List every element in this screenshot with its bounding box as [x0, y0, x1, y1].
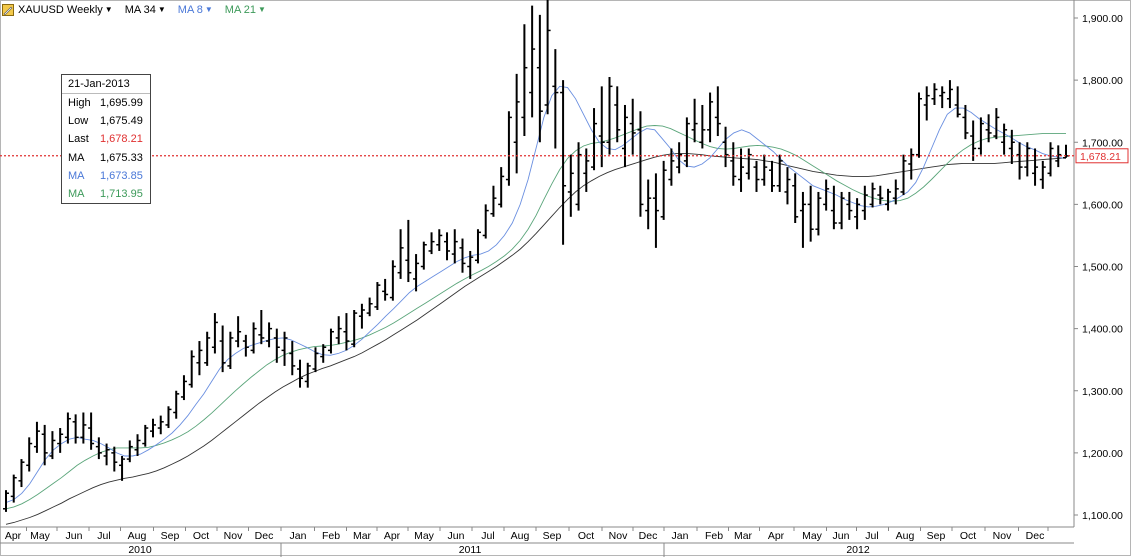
ma8-label: MA 8 [177, 4, 203, 16]
x-month-label: Aug [511, 530, 530, 542]
x-month-label: Jun [448, 530, 465, 542]
x-month-label: Sep [161, 530, 180, 542]
tooltip-label: Low [68, 115, 89, 128]
x-month-label: Apr [5, 530, 22, 542]
x-month-label: Apr [384, 530, 401, 542]
x-month-label: Jul [481, 530, 494, 542]
x-month-label: Mar [734, 530, 753, 542]
x-month-label: Feb [322, 530, 340, 542]
x-month-label: Nov [993, 530, 1012, 542]
x-month-label: Dec [1026, 530, 1045, 542]
x-month-label: Mar [353, 530, 372, 542]
tooltip-value: 1,695.99 [100, 97, 143, 109]
caret-down-icon: ▼ [104, 5, 113, 14]
x-month-label: Feb [705, 530, 723, 542]
last-price-label: 1,678.21 [1080, 151, 1121, 163]
tooltip-label: MA [68, 169, 85, 182]
data-tooltip: 21-Jan-2013 High 1,695.99 Low 1,675.49 L… [61, 74, 151, 205]
caret-down-icon: ▼ [204, 5, 213, 14]
x-month-label: Dec [255, 530, 274, 542]
chart-toolbar: XAUUSD Weekly ▼ MA 34 ▼ MA 8 ▼ MA 21 ▼ [2, 2, 266, 18]
y-tick-label: 1,800.00 [1082, 75, 1123, 87]
caret-down-icon: ▼ [257, 5, 266, 14]
ma34-dropdown[interactable]: MA 34 ▼ [125, 4, 166, 16]
x-year-label: 2011 [459, 544, 482, 556]
x-month-label: Dec [639, 530, 658, 542]
symbol-dropdown[interactable]: XAUUSD Weekly ▼ [2, 4, 113, 16]
x-month-label: May [414, 530, 435, 542]
tooltip-row-ma34: MA 1,675.33 [62, 149, 150, 167]
y-tick-label: 1,300.00 [1082, 386, 1123, 398]
x-month-label: Aug [896, 530, 915, 542]
x-month-label: Jul [97, 530, 110, 542]
x-month-label: Apr [768, 530, 785, 542]
tooltip-row-high: High 1,695.99 [62, 94, 150, 112]
ma34-line [5, 152, 1067, 525]
x-month-label: Nov [224, 530, 243, 542]
ma34-label: MA 34 [124, 4, 156, 16]
symbol-label: XAUUSD Weekly [18, 4, 103, 16]
y-tick-label: 1,100.00 [1082, 510, 1123, 522]
x-month-label: May [30, 530, 51, 542]
tooltip-row-ma21: MA 1,713.95 [62, 185, 150, 203]
tooltip-value: 1,675.49 [100, 115, 143, 128]
y-tick-label: 1,400.00 [1082, 324, 1123, 336]
pencil-chart-icon [2, 4, 14, 16]
x-month-label: Nov [609, 530, 628, 542]
x-year-label: 2012 [846, 544, 870, 556]
tooltip-value: 1,713.95 [100, 187, 143, 200]
x-month-label: Sep [543, 530, 562, 542]
last-price-badge [1075, 148, 1129, 164]
y-tick-label: 1,200.00 [1082, 448, 1123, 460]
tooltip-label: High [68, 97, 91, 109]
ma8-dropdown[interactable]: MA 8 ▼ [178, 4, 213, 16]
ma8-line [5, 85, 1067, 504]
x-month-label: Oct [578, 530, 594, 542]
tooltip-label: MA [68, 187, 85, 200]
x-month-label: Oct [193, 530, 209, 542]
tooltip-value: 1,678.21 [100, 133, 143, 146]
x-month-label: Sep [927, 530, 946, 542]
x-month-label: Jan [290, 530, 307, 542]
tooltip-value: 1,675.33 [100, 151, 143, 164]
x-month-label: Jan [672, 530, 689, 542]
tooltip-row-last: Last 1,678.21 [62, 130, 150, 148]
y-tick-label: 1,600.00 [1082, 199, 1123, 211]
tooltip-date: 21-Jan-2013 [62, 75, 150, 94]
ma21-label: MA 21 [224, 4, 256, 16]
caret-down-icon: ▼ [157, 5, 166, 14]
x-month-label: Jul [865, 530, 878, 542]
y-tick-label: 1,500.00 [1082, 262, 1123, 274]
tooltip-row-ma8: MA 1,673.85 [62, 167, 150, 185]
y-tick-label: 1,900.00 [1082, 13, 1123, 25]
x-month-label: Oct [960, 530, 976, 542]
x-year-label: 2010 [128, 544, 152, 556]
tooltip-value: 1,673.85 [100, 169, 143, 182]
x-month-label: May [802, 530, 823, 542]
tooltip-row-low: Low 1,675.49 [62, 112, 150, 130]
ma21-line [5, 125, 1066, 510]
tooltip-label: Last [68, 133, 89, 146]
x-month-label: Aug [128, 530, 147, 542]
tooltip-label: MA [68, 151, 85, 164]
ma21-dropdown[interactable]: MA 21 ▼ [225, 4, 266, 16]
x-month-label: Jun [833, 530, 850, 542]
y-tick-label: 1,700.00 [1082, 137, 1123, 149]
x-month-label: Jun [66, 530, 83, 542]
